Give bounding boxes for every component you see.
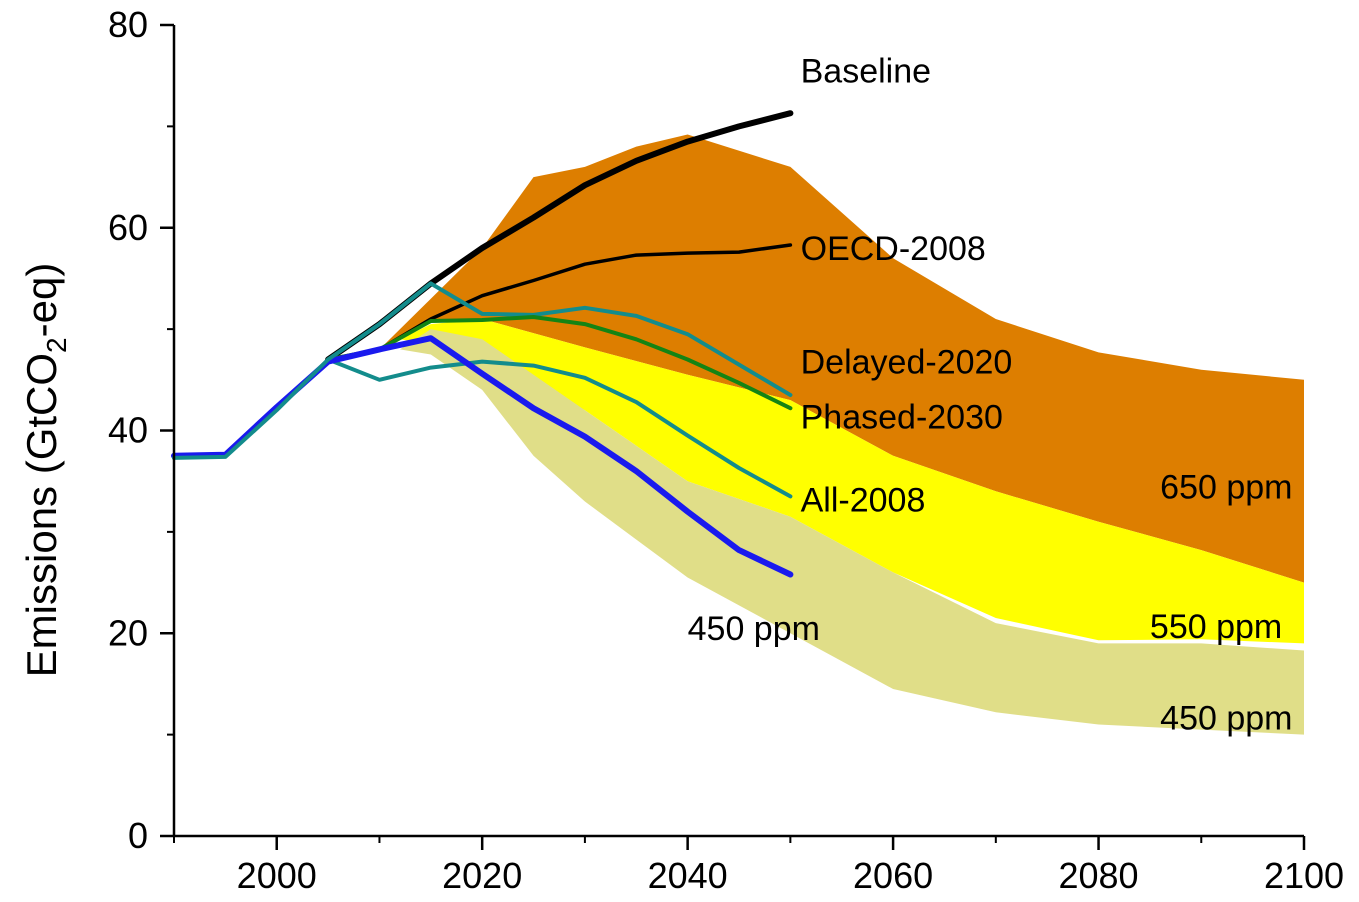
- series-labels: Baseline OECD-2008 Delayed-2020 Phased-2030…: [688, 53, 1293, 738]
- line-series-6: [172, 281, 433, 460]
- x-tick-label-2080: 2080: [1058, 855, 1138, 896]
- band-550-ppm: [400, 319, 1304, 644]
- emission-series: [171, 110, 794, 578]
- y-tick-label-60: 60: [108, 207, 148, 248]
- label-delayed-2020-2: Delayed-2020: [801, 344, 1013, 382]
- label-phased-2030-3: Phased-2030: [801, 398, 1003, 436]
- y-axis-title-suffix: -eq): [18, 263, 65, 338]
- x-tick-label-2000: 2000: [237, 855, 317, 896]
- label-baseline-0: Baseline: [801, 53, 931, 91]
- y-tick-label-0: 0: [128, 815, 148, 856]
- x-tick-label-2040: 2040: [648, 855, 728, 896]
- y-tick-label-40: 40: [108, 410, 148, 451]
- y-axis-title-prefix: Emissions (GtCO: [18, 353, 65, 677]
- label-550-ppm-7: 550 ppm: [1150, 608, 1282, 646]
- y-axis-title-subscript: 2: [41, 337, 72, 353]
- label-450-ppm-5: 450 ppm: [688, 610, 820, 648]
- label-450-ppm-8: 450 ppm: [1160, 699, 1292, 737]
- y-axis-title: Emissions (GtCO2-eq): [18, 263, 72, 678]
- band-650-ppm: [379, 134, 1304, 583]
- line-all-2008-4: [326, 357, 793, 499]
- label-all-2008-4: All-2008: [801, 481, 926, 519]
- x-tick-label-2100: 2100: [1264, 855, 1344, 896]
- y-tick-label-80: 80: [108, 4, 148, 45]
- label-650-ppm-6: 650 ppm: [1160, 468, 1292, 506]
- band-450-ppm: [400, 329, 1304, 735]
- x-tick-label-2060: 2060: [853, 855, 933, 896]
- x-tick-label-2020: 2020: [442, 855, 522, 896]
- scenario-bands: [379, 134, 1304, 735]
- y-tick-label-20: 20: [108, 612, 148, 653]
- line-450-ppm-5: [171, 335, 794, 578]
- line-phased-2030-3: [326, 315, 793, 411]
- label-oecd-2008-1: OECD-2008: [801, 230, 986, 268]
